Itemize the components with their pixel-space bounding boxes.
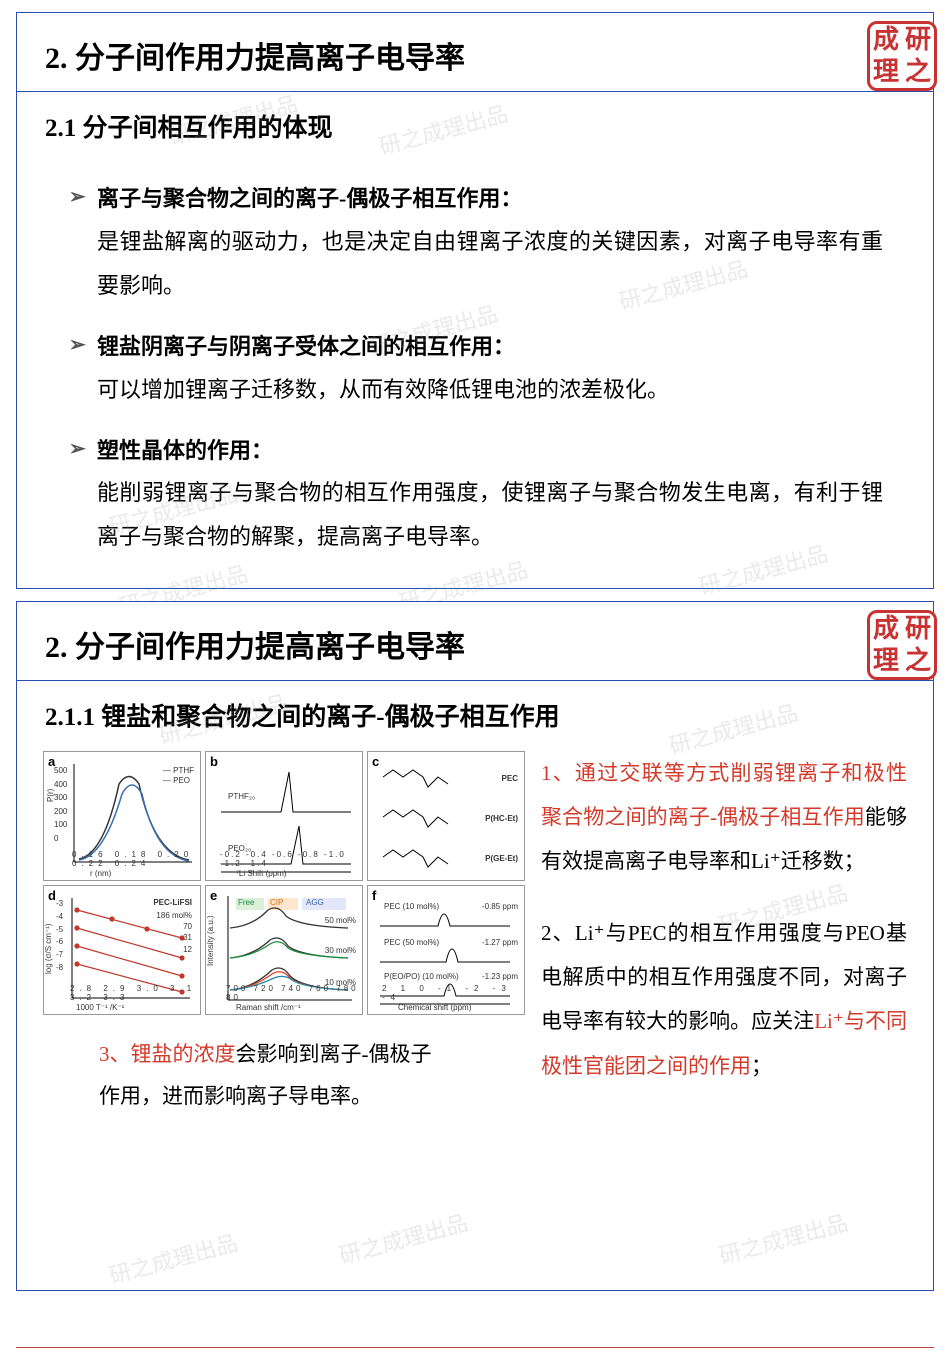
region-free: Free	[238, 898, 254, 907]
xlabel-e: Raman shift /cm⁻¹	[236, 1003, 301, 1012]
slide1-content: 离子与聚合物之间的离子-偶极子相互作用： 是锂盐解离的驱动力，也是决定自由锂离子…	[17, 152, 933, 559]
seal-char: 之	[902, 648, 934, 674]
bullet-head: 塑性晶体的作用：	[69, 430, 883, 472]
figure-area: a — PTHF— PEO r (nm) P(r) 0.16 0.18 0.20…	[43, 751, 523, 1117]
yticks-d: -3-4-5-6-7-8	[56, 898, 63, 975]
figure-row-1: a — PTHF— PEO r (nm) P(r) 0.16 0.18 0.20…	[43, 751, 523, 881]
region-agg: AGG	[306, 898, 324, 907]
slide-1: 2. 分子间作用力提高离子电导率 成 研 理 之 2.1 分子间相互作用的体现 …	[16, 12, 934, 589]
chem-pgeet: P(GE-Et)	[485, 854, 518, 863]
slide-subtitle: 2.1 分子间相互作用的体现	[17, 92, 933, 152]
xlabel-d: 1000 T⁻¹ /K⁻¹	[76, 1003, 124, 1012]
bullet-1: 离子与聚合物之间的离子-偶极子相互作用： 是锂盐解离的驱动力，也是决定自由锂离子…	[69, 178, 883, 308]
panel-label: e	[210, 888, 217, 903]
footer-line	[16, 1347, 934, 1348]
panel-label: b	[210, 754, 218, 769]
note-3: 3、锂盐的浓度会影响到离子-偶极子作用，进而影响离子导电率。	[43, 1019, 473, 1117]
bullet-body: 是锂盐解离的驱动力，也是决定自由锂离子浓度的关键因素，对离子电导率有重要影响。	[69, 220, 883, 308]
peak-f2: -1.27 ppm	[482, 938, 518, 947]
xlabel-a: r (nm)	[90, 869, 111, 878]
series-f3: P(EO/PO) (10 mol%)	[384, 972, 459, 981]
xticks-f: 2 1 0 -1 -2 -3 -4	[382, 984, 524, 1002]
bullet-2: 锂盐阴离子与阴离子受体之间的相互作用： 可以增加锂离子迁移数，从而有效降低锂电池…	[69, 326, 883, 412]
figure-text-wrap: a — PTHF— PEO r (nm) P(r) 0.16 0.18 0.20…	[17, 741, 933, 1117]
bullet-3: 塑性晶体的作用： 能削弱锂离子与聚合物的相互作用强度，使锂离子与聚合物发生电离，…	[69, 430, 883, 560]
ylabel-d: log (σ/S cm⁻¹)	[44, 924, 53, 975]
xlabel-b: ⁷Li Shift (ppm)	[236, 869, 286, 878]
seal-char: 研	[902, 616, 934, 642]
series-f1: PEC (10 mol%)	[384, 902, 439, 911]
panel-d: d PEC-LiFSI	[43, 885, 201, 1015]
panel-c: c PEC P(HC-Et) P(GE-Et)	[367, 751, 525, 881]
legend-d-title: PEC-LiFSI	[153, 898, 192, 907]
region-cip: CIP	[270, 898, 283, 907]
title-bar: 2. 分子间作用力提高离子电导率 成 研 理 之	[17, 13, 933, 92]
panel-label: c	[372, 754, 379, 769]
note1-red: 1、通过交联等方式削弱锂离子和极性聚合物之间的离子-偶极子相互作用	[541, 761, 907, 829]
slide-2: 2. 分子间作用力提高离子电导率 成 研 理 之 2.1.1 锂盐和聚合物之间的…	[16, 601, 934, 1291]
series-e1: 50 mol%	[325, 916, 356, 925]
xticks-d: 2.8 2.9 3.0 3.1 3.2 3.3	[70, 984, 200, 1002]
seal-char: 研	[902, 27, 934, 53]
panel-label: d	[48, 888, 56, 903]
seal-char: 之	[902, 59, 934, 85]
xticks-a: 0.16 0.18 0.20 0.22 0.24	[72, 850, 200, 868]
ylabel-e: Intensity (a.u.)	[206, 915, 215, 966]
legend-d: 186 mol%703112	[156, 910, 192, 955]
title-bar: 2. 分子间作用力提高离子电导率 成 研 理 之	[17, 602, 933, 681]
xlabel-f: Chemical shift (ppm)	[398, 1003, 471, 1012]
note3-red: 3、锂盐的浓度	[99, 1042, 236, 1066]
seal-char: 成	[870, 616, 902, 642]
panel-f: f PEC (10 mol%) -0.85 ppm PEC (50 mol%) …	[367, 885, 525, 1015]
panel-label: f	[372, 888, 376, 903]
watermark: 研之成理出品	[715, 1205, 851, 1270]
bullet-head: 锂盐阴离子与阴离子受体之间的相互作用：	[69, 326, 883, 368]
series-f2: PEC (50 mol%)	[384, 938, 439, 947]
series-e2: 30 mol%	[325, 946, 356, 955]
peak-f1: -0.85 ppm	[482, 902, 518, 911]
xticks-b: -0.2 -0.4 -0.6 -0.8 -1.0 -1.2 -1.4	[220, 850, 362, 868]
note-1: 1、通过交联等方式削弱锂离子和极性聚合物之间的离子-偶极子相互作用能够有效提高离…	[541, 751, 907, 883]
seal-char: 成	[870, 27, 902, 53]
watermark: 研之成理出品	[335, 1205, 471, 1270]
seal-char: 理	[870, 648, 902, 674]
seal-stamp: 成 研 理 之	[867, 610, 937, 680]
legend-pthf: PTHF	[173, 766, 194, 775]
chem-pec: PEC	[502, 774, 518, 783]
watermark: 研之成理出品	[105, 1225, 241, 1290]
yticks-a: 5004003002001000	[54, 764, 67, 846]
bullet-head: 离子与聚合物之间的离子-偶极子相互作用：	[69, 178, 883, 220]
note-2: 2、Li⁺与PEC的相互作用强度与PEO基电解质中的相互作用强度不同，对离子电导…	[541, 911, 907, 1087]
bullet-body: 能削弱锂离子与聚合物的相互作用强度，使锂离子与聚合物发生电离，有利于锂离子与聚合…	[69, 471, 883, 559]
right-text: 1、通过交联等方式削弱锂离子和极性聚合物之间的离子-偶极子相互作用能够有效提高离…	[541, 751, 907, 1117]
series-b1: PTHF₂₀	[228, 792, 255, 801]
panel-b: b PTHF₂₀ PEO₂₀ ⁷Li Shift (ppm) -0.2 -0.4…	[205, 751, 363, 881]
figure-row-2: d PEC-LiFSI	[43, 885, 523, 1015]
bullet-body: 可以增加锂离子迁移数，从而有效降低锂电池的浓差极化。	[69, 368, 883, 412]
slide-subtitle: 2.1.1 锂盐和聚合物之间的离子-偶极子相互作用	[17, 681, 933, 741]
note2-post: ；	[751, 1054, 772, 1078]
panel-a: a — PTHF— PEO r (nm) P(r) 0.16 0.18 0.20…	[43, 751, 201, 881]
xticks-e: 700 720 740 760 780 80	[226, 984, 362, 1002]
peak-f3: -1.23 ppm	[482, 972, 518, 981]
chem-phcet: P(HC-Et)	[485, 814, 518, 823]
legend-peo: PEO	[173, 776, 190, 785]
slide-title: 2. 分子间作用力提高离子电导率	[45, 622, 465, 666]
seal-stamp: 成 研 理 之	[867, 21, 937, 91]
panel-e: e	[205, 885, 363, 1015]
slide-title: 2. 分子间作用力提高离子电导率	[45, 33, 465, 77]
seal-char: 理	[870, 59, 902, 85]
